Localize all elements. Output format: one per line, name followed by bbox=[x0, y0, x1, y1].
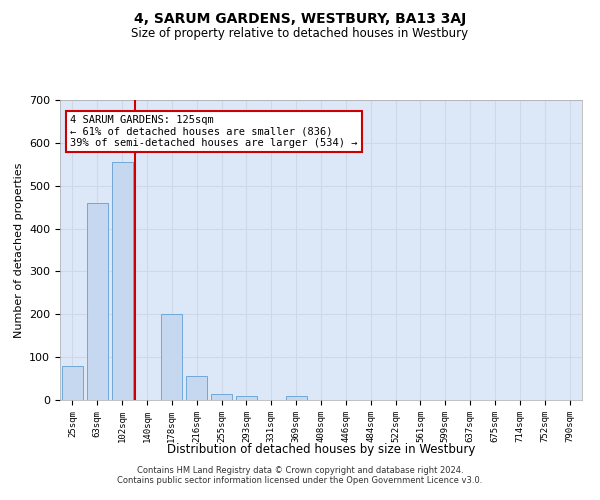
Bar bbox=[286, 396, 307, 400]
Bar bbox=[186, 376, 207, 400]
Text: Contains HM Land Registry data © Crown copyright and database right 2024.
Contai: Contains HM Land Registry data © Crown c… bbox=[118, 466, 482, 485]
Text: Distribution of detached houses by size in Westbury: Distribution of detached houses by size … bbox=[167, 442, 475, 456]
Bar bbox=[236, 396, 257, 400]
Text: 4 SARUM GARDENS: 125sqm
← 61% of detached houses are smaller (836)
39% of semi-d: 4 SARUM GARDENS: 125sqm ← 61% of detache… bbox=[70, 115, 358, 148]
Bar bbox=[112, 162, 133, 400]
Text: Size of property relative to detached houses in Westbury: Size of property relative to detached ho… bbox=[131, 28, 469, 40]
Bar bbox=[87, 203, 108, 400]
Y-axis label: Number of detached properties: Number of detached properties bbox=[14, 162, 23, 338]
Text: 4, SARUM GARDENS, WESTBURY, BA13 3AJ: 4, SARUM GARDENS, WESTBURY, BA13 3AJ bbox=[134, 12, 466, 26]
Bar bbox=[211, 394, 232, 400]
Bar bbox=[161, 314, 182, 400]
Bar bbox=[62, 366, 83, 400]
